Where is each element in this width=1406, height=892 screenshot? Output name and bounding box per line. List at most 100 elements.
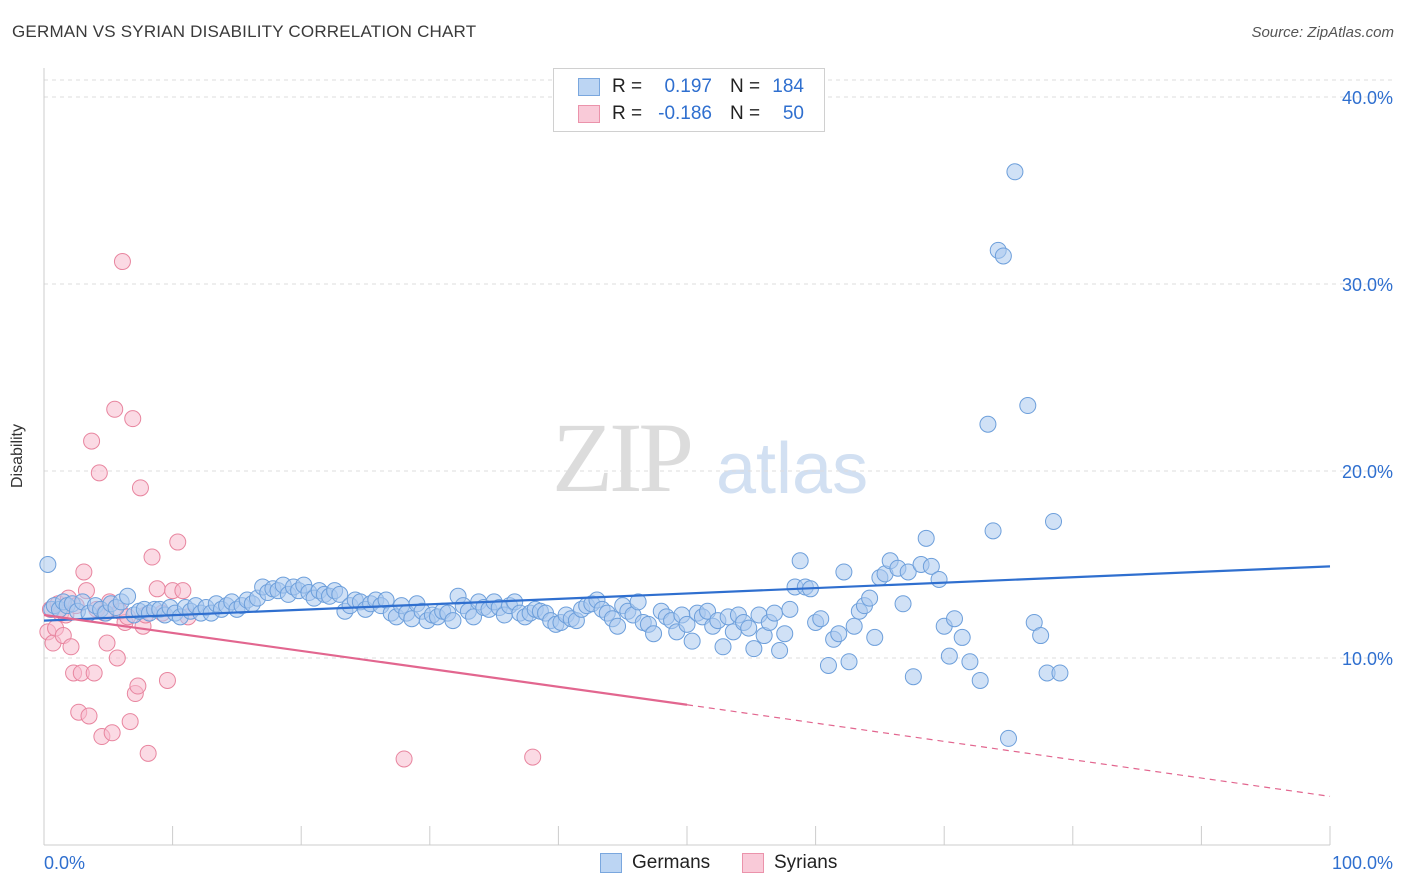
legend-row-syrians: R = -0.186 N = 50 <box>578 102 804 126</box>
syrians-point <box>129 677 147 695</box>
germans-point <box>899 563 917 581</box>
syrians-point <box>85 664 103 682</box>
germans-n-value: 184 <box>772 76 804 97</box>
syrians-point <box>131 479 149 497</box>
syrians-point <box>148 580 166 598</box>
germans-point <box>771 642 789 660</box>
x-tick-label: 100.0% <box>1332 853 1393 873</box>
germans-point <box>745 640 763 658</box>
germans-point <box>444 612 462 630</box>
germans-point <box>714 638 732 656</box>
series-legend: Germans Syrians <box>0 852 1406 878</box>
germans-point <box>953 628 971 646</box>
germans-point <box>765 604 783 622</box>
watermark-zip: ZIP <box>552 402 694 513</box>
germans-point <box>776 625 794 643</box>
syrians-trend-line <box>43 613 688 706</box>
germans-point <box>984 522 1002 540</box>
syrians-trend-extension <box>686 704 1331 797</box>
germans-point <box>781 600 799 618</box>
germans-point <box>1045 512 1063 530</box>
legend-row-germans: R = 0.197 N = 184 <box>578 75 804 99</box>
legend-germans-swatch <box>600 853 622 873</box>
syrians-point <box>98 634 116 652</box>
syrians-n-label: N = <box>730 103 761 124</box>
y-tick-label: 30.0% <box>1342 275 1393 295</box>
x-tick-label: 0.0% <box>44 853 85 873</box>
watermark-atlas: atlas <box>716 429 869 509</box>
germans-point <box>922 557 940 575</box>
germans-point <box>894 595 912 613</box>
germans-point <box>1019 397 1037 415</box>
germans-point <box>904 668 922 686</box>
germans-point <box>835 563 853 581</box>
germans-point <box>812 610 830 628</box>
germans-n-label: N = <box>730 76 761 97</box>
syrians-r-label: R = <box>612 103 643 124</box>
germans-point <box>917 529 935 547</box>
syrians-point <box>108 649 126 667</box>
syrians-point <box>90 464 108 482</box>
germans-point <box>830 625 848 643</box>
germans-point <box>866 628 884 646</box>
syrians-r-value: -0.186 <box>658 103 712 124</box>
germans-point <box>961 653 979 671</box>
germans-r-value: 0.197 <box>664 76 712 97</box>
legend-item-germans: Germans <box>600 852 710 874</box>
syrians-swatch <box>578 105 600 123</box>
syrians-point <box>80 707 98 725</box>
germans-point <box>845 617 863 635</box>
germans-point <box>930 570 948 588</box>
germans-point <box>1051 664 1069 682</box>
syrians-point <box>169 533 187 551</box>
germans-point <box>994 247 1012 265</box>
germans-point <box>740 619 758 637</box>
germans-point <box>331 585 349 603</box>
syrians-point <box>62 638 80 656</box>
syrians-point <box>143 548 161 566</box>
germans-swatch <box>578 78 600 96</box>
syrians-point <box>524 748 542 766</box>
germans-point <box>1032 627 1050 645</box>
stats-legend: R = 0.197 N = 184 R = -0.186 N = 50 <box>553 68 825 132</box>
germans-point <box>629 593 647 611</box>
syrians-point <box>158 671 176 689</box>
germans-point <box>945 610 963 628</box>
legend-item-syrians: Syrians <box>742 852 837 874</box>
germans-point <box>791 552 809 570</box>
legend-syrians-swatch <box>742 853 764 873</box>
syrians-point <box>124 410 142 428</box>
germans-r-label: R = <box>612 76 643 97</box>
syrians-point <box>113 253 131 271</box>
legend-germans-label: Germans <box>632 852 711 873</box>
syrians-point <box>106 400 124 418</box>
y-tick-label: 40.0% <box>1342 88 1393 108</box>
syrians-point <box>83 432 101 450</box>
germans-point <box>861 589 879 607</box>
germans-point <box>39 556 57 573</box>
germans-point <box>819 656 837 674</box>
germans-point <box>940 647 958 665</box>
germans-point <box>971 671 989 689</box>
germans-point <box>683 632 701 650</box>
germans-point <box>119 587 137 605</box>
syrians-n-value: 50 <box>782 103 804 124</box>
germans-point <box>979 415 997 433</box>
syrians-point <box>103 724 121 742</box>
germans-point <box>678 615 696 633</box>
syrians-point <box>75 563 93 581</box>
germans-point <box>645 625 663 643</box>
syrians-point <box>395 750 413 768</box>
legend-syrians-label: Syrians <box>774 852 838 873</box>
germans-point <box>840 653 858 671</box>
chart-source: Source: ZipAtlas.com <box>1251 24 1394 41</box>
y-tick-label: 10.0% <box>1342 649 1393 669</box>
germans-point <box>609 617 627 635</box>
germans-point <box>1006 163 1024 181</box>
syrians-point <box>121 713 139 731</box>
germans-point <box>1000 729 1017 747</box>
syrians-point <box>174 582 192 600</box>
germans-trend-line <box>43 565 1331 622</box>
syrians-point <box>139 744 157 762</box>
